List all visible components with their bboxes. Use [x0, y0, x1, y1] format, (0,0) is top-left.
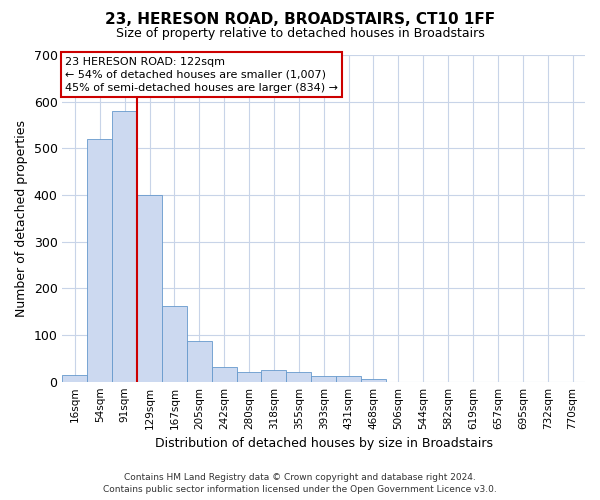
Text: Size of property relative to detached houses in Broadstairs: Size of property relative to detached ho… — [116, 28, 484, 40]
Bar — [262, 370, 286, 382]
Bar — [361, 380, 386, 382]
Bar — [62, 375, 88, 382]
Bar — [212, 366, 236, 382]
Bar — [112, 111, 137, 382]
Text: Contains HM Land Registry data © Crown copyright and database right 2024.
Contai: Contains HM Land Registry data © Crown c… — [103, 472, 497, 494]
Bar — [311, 376, 336, 382]
Bar — [187, 340, 212, 382]
Text: 23 HERESON ROAD: 122sqm
← 54% of detached houses are smaller (1,007)
45% of semi: 23 HERESON ROAD: 122sqm ← 54% of detache… — [65, 56, 338, 93]
Bar — [88, 138, 112, 382]
Bar — [236, 372, 262, 382]
Bar — [162, 306, 187, 382]
Bar — [137, 195, 162, 382]
Bar — [286, 372, 311, 382]
Text: 23, HERESON ROAD, BROADSTAIRS, CT10 1FF: 23, HERESON ROAD, BROADSTAIRS, CT10 1FF — [105, 12, 495, 28]
Bar — [336, 376, 361, 382]
X-axis label: Distribution of detached houses by size in Broadstairs: Distribution of detached houses by size … — [155, 437, 493, 450]
Y-axis label: Number of detached properties: Number of detached properties — [15, 120, 28, 317]
